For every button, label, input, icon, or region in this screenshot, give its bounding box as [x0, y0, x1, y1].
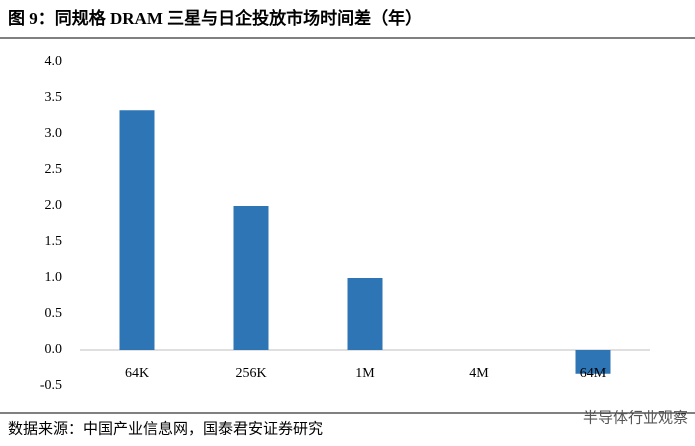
bar — [233, 206, 269, 350]
x-tick-label: 1M — [355, 366, 375, 381]
x-tick-label: 64M — [580, 366, 607, 381]
source-note: 数据来源：中国产业信息网，国泰君安证券研究 — [8, 420, 323, 437]
x-tick-label: 4M — [469, 366, 489, 381]
watermark: 半导体行业观察 — [583, 409, 688, 427]
y-tick-label: 2.0 — [45, 198, 63, 213]
y-tick-label: 2.5 — [45, 162, 63, 177]
y-tick-label: 3.5 — [45, 90, 63, 105]
bar — [347, 278, 383, 350]
x-tick-label: 256K — [235, 366, 266, 381]
y-tick-label: 1.5 — [45, 234, 63, 249]
bar — [119, 110, 155, 351]
bar — [575, 350, 611, 374]
y-tick-label: 0.0 — [45, 342, 63, 357]
y-tick-label: 3.0 — [45, 126, 63, 141]
y-tick-label: 4.0 — [45, 54, 63, 69]
x-tick-label: 64K — [125, 366, 149, 381]
y-tick-label: 1.0 — [45, 270, 63, 285]
chart-title: 图 9：同规格 DRAM 三星与日企投放市场时间差（年） — [8, 8, 422, 28]
y-tick-label: 0.5 — [45, 306, 63, 321]
y-tick-label: -0.5 — [40, 378, 62, 393]
